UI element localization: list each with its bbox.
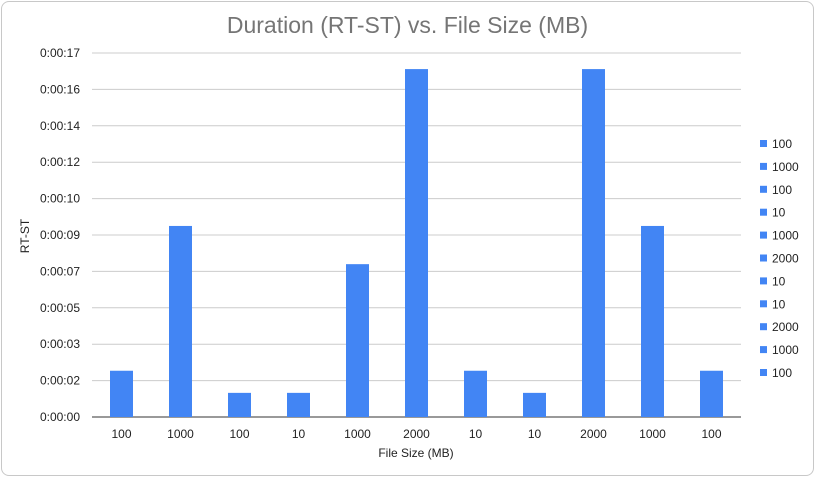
legend-label[interactable]: 2000 (772, 252, 799, 266)
y-tick-label: 0:00:03 (40, 337, 80, 351)
legend-swatch (760, 300, 767, 308)
x-tick-label: 1000 (639, 427, 666, 441)
x-tick-label: 2000 (403, 427, 430, 441)
x-tick-label: 100 (229, 427, 249, 441)
legend-swatch (760, 323, 767, 331)
bar[interactable] (641, 225, 664, 417)
bar[interactable] (405, 69, 428, 418)
x-tick-label: 100 (111, 427, 131, 441)
y-tick-label: 0:00:09 (40, 228, 80, 242)
y-tick-labels: 0:00:00 0:00:02 0:00:03 0:00:05 0:00:07 0:00:… (40, 46, 80, 424)
legend-label[interactable]: 100 (772, 137, 792, 151)
y-tick-label: 0:00:05 (40, 301, 80, 315)
legend-label[interactable]: 1000 (772, 343, 799, 357)
bar[interactable] (464, 370, 487, 417)
legend-label[interactable]: 2000 (772, 320, 799, 334)
legend-label[interactable]: 10 (772, 206, 786, 220)
y-tick-label: 0:00:10 (40, 192, 80, 206)
legend: 100 1000 100 10 1000 2000 10 10 2000 1000 100 (760, 137, 799, 380)
legend-label[interactable]: 1000 (772, 229, 799, 243)
bar[interactable] (110, 370, 133, 417)
bar[interactable] (700, 370, 723, 417)
bar[interactable] (582, 69, 605, 418)
legend-swatch (760, 185, 767, 193)
legend-swatch (760, 254, 767, 262)
y-tick-label: 0:00:16 (40, 82, 80, 96)
y-tick-label: 0:00:00 (40, 410, 80, 424)
x-tick-labels: 100 1000 100 10 1000 2000 10 10 2000 1000 100 (111, 427, 721, 441)
x-tick-label: 10 (292, 427, 306, 441)
legend-swatch (760, 140, 767, 147)
bar[interactable] (228, 392, 251, 417)
legend-label[interactable]: 10 (772, 274, 786, 288)
y-tick-label: 0:00:12 (40, 155, 80, 169)
bar[interactable] (346, 264, 369, 417)
legend-label[interactable]: 100 (772, 183, 792, 197)
y-tick-label: 0:00:02 (40, 374, 80, 388)
bars (110, 69, 723, 418)
legend-swatch (760, 346, 767, 354)
bar[interactable] (287, 392, 310, 417)
y-tick-label: 0:00:14 (40, 119, 80, 133)
x-tick-label: 10 (469, 427, 483, 441)
legend-label[interactable]: 1000 (772, 160, 799, 174)
legend-swatch (760, 231, 767, 239)
x-tick-label: 2000 (580, 427, 607, 441)
bar[interactable] (169, 225, 192, 417)
legend-swatch (760, 162, 767, 170)
x-tick-label: 1000 (344, 427, 371, 441)
legend-swatch (760, 208, 767, 216)
x-axis-label: File Size (MB) (378, 446, 453, 460)
legend-swatch (760, 277, 767, 285)
y-tick-label: 0:00:17 (40, 46, 80, 60)
legend-swatch (760, 369, 767, 376)
y-axis-label: RT-ST (18, 218, 32, 253)
legend-label[interactable]: 10 (772, 297, 786, 311)
y-tick-label: 0:00:07 (40, 264, 80, 278)
chart-title: Duration (RT-ST) vs. File Size (MB) (226, 12, 589, 38)
x-tick-label: 10 (528, 427, 542, 441)
x-tick-label: 100 (701, 427, 721, 441)
x-tick-label: 1000 (167, 427, 194, 441)
legend-label[interactable]: 100 (772, 366, 792, 380)
bar[interactable] (523, 392, 546, 417)
